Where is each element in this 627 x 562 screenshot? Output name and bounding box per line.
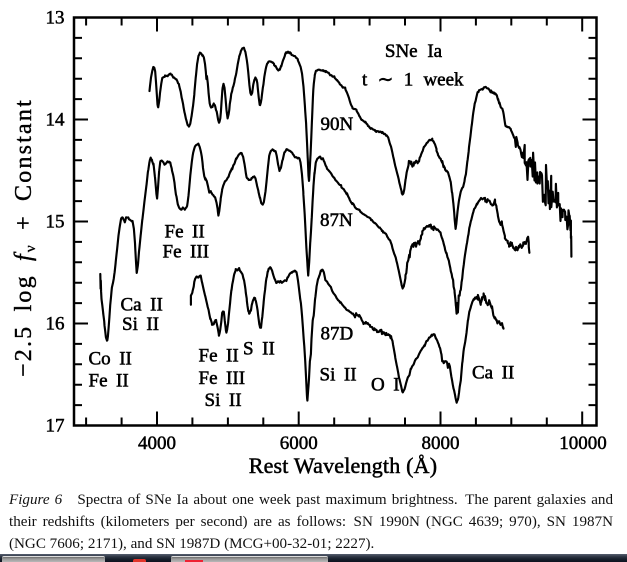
svg-text:4000: 4000: [138, 433, 176, 454]
svg-text:Fe II: Fe II: [89, 371, 129, 392]
svg-text:87D: 87D: [321, 324, 354, 345]
svg-text:S II: S II: [243, 339, 275, 360]
svg-text:16: 16: [46, 314, 65, 335]
svg-text:t ∼ 1 week: t ∼ 1 week: [362, 70, 464, 91]
svg-text:−2.5 log fν + Constant: −2.5 log fν + Constant: [11, 98, 39, 377]
svg-text:87N: 87N: [320, 210, 353, 231]
svg-text:Fe III: Fe III: [163, 242, 210, 263]
svg-text:Si II: Si II: [205, 390, 242, 411]
svg-text:O I: O I: [371, 375, 400, 396]
svg-text:Fe II: Fe II: [165, 222, 205, 243]
svg-text:17: 17: [46, 416, 65, 437]
svg-text:Ca II: Ca II: [121, 295, 163, 316]
svg-text:6000: 6000: [280, 433, 318, 454]
svg-text:Fe III: Fe III: [199, 368, 246, 389]
svg-text:Si II: Si II: [122, 314, 159, 335]
svg-text:13: 13: [46, 8, 65, 29]
svg-text:Co II: Co II: [89, 349, 132, 370]
svg-text:SNe Ia: SNe Ia: [385, 41, 443, 62]
svg-text:90N: 90N: [321, 114, 354, 135]
svg-text:14: 14: [46, 110, 66, 131]
svg-text:15: 15: [46, 212, 65, 233]
svg-text:Ca II: Ca II: [472, 363, 514, 384]
svg-text:8000: 8000: [422, 433, 460, 454]
svg-text:Fe II: Fe II: [199, 346, 239, 367]
svg-text:Si II: Si II: [320, 365, 357, 386]
svg-text:Rest Wavelength (Å): Rest Wavelength (Å): [249, 453, 438, 478]
svg-text:10000: 10000: [559, 433, 607, 454]
